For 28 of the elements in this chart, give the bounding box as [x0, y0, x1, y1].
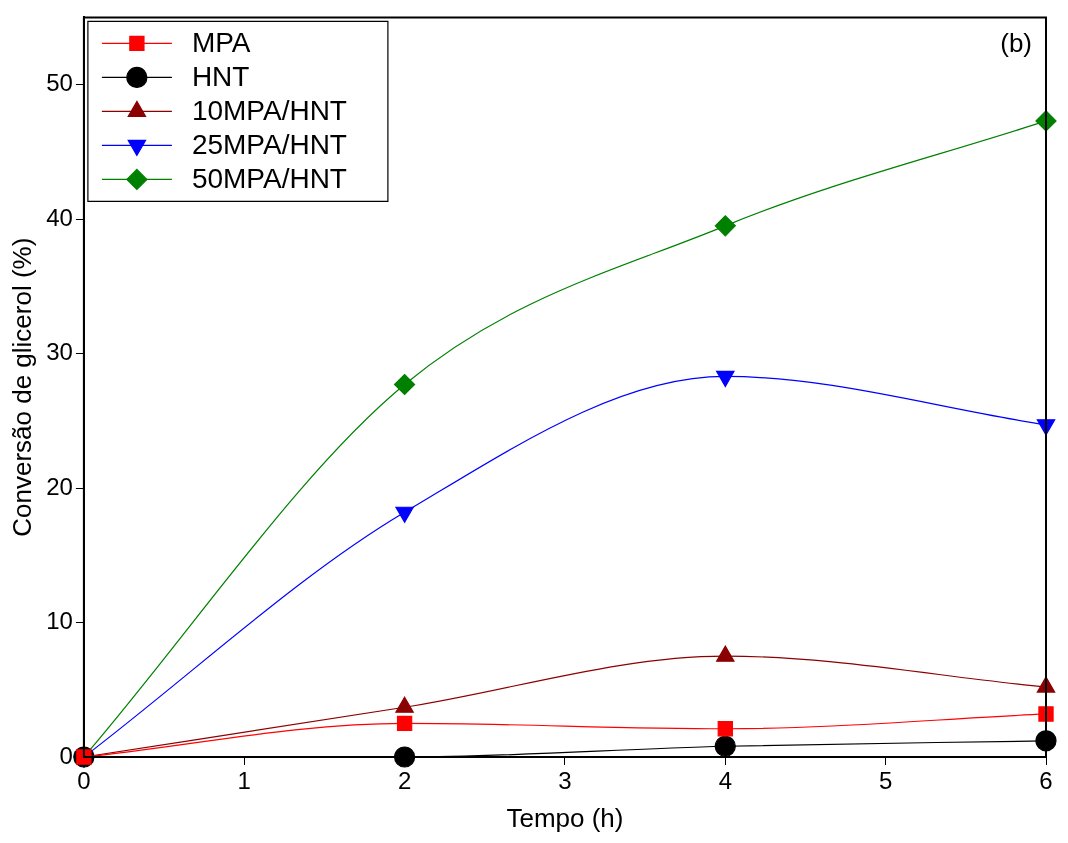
y-tick-label: 0 [59, 741, 73, 769]
legend-label: 10MPA/HNT [191, 95, 347, 127]
legend-label: 25MPA/HNT [191, 129, 347, 161]
x-tick-label: 4 [718, 767, 732, 795]
point [1038, 706, 1054, 722]
y-tick-label: 20 [46, 472, 73, 500]
x-tick-label: 3 [558, 767, 572, 795]
x-axis-title: Tempo (h) [506, 802, 624, 833]
x-tick-label: 0 [77, 767, 91, 795]
point [396, 715, 413, 732]
point [717, 721, 733, 737]
point [714, 735, 736, 757]
legend-label: HNT [191, 61, 250, 93]
point [394, 373, 416, 396]
y-tick-label: 40 [46, 203, 73, 231]
y-tick-label: 10 [46, 607, 73, 635]
x-tick-label: 5 [878, 767, 893, 795]
y-tick-label: 30 [46, 338, 73, 366]
annotation: (b) [1000, 27, 1032, 58]
x-tick-label: 1 [237, 767, 251, 795]
y-tick-label: 50 [46, 69, 73, 97]
point [714, 215, 736, 237]
legend-label: MPA [191, 27, 251, 59]
x-tick-label: 6 [1039, 767, 1053, 795]
x-tick-label: 2 [397, 767, 412, 795]
legend-label: 50MPA/HNT [191, 163, 347, 195]
point [394, 746, 416, 768]
y-axis-title: Conversão de glicerol (%) [6, 237, 37, 537]
